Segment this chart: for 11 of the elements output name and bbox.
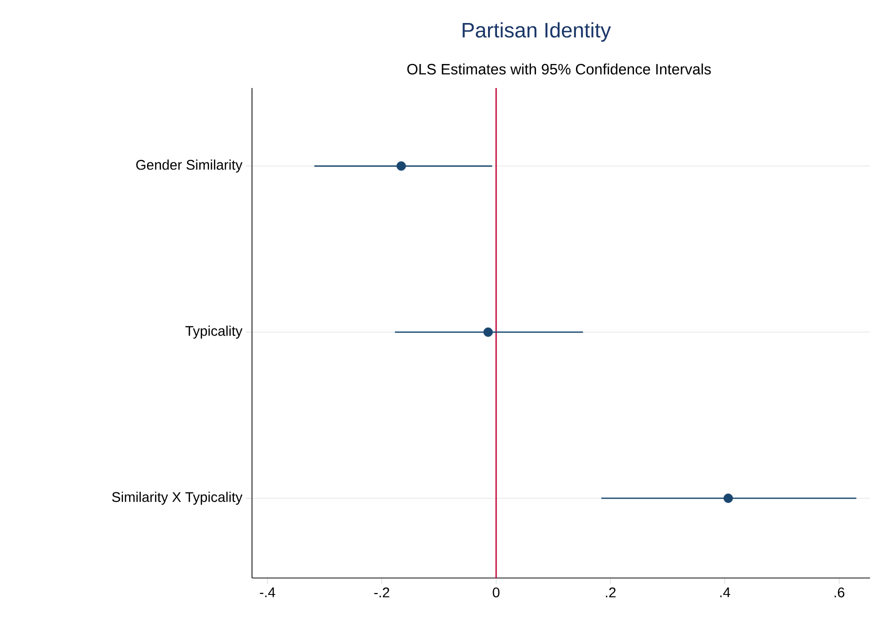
- x-tick-label: .6: [834, 588, 844, 598]
- x-tick-label: .4: [720, 588, 730, 598]
- x-tick-label: -.2: [374, 588, 390, 598]
- y-tick-label: Gender Similarity: [136, 160, 242, 173]
- y-tick-label: Similarity X Typicality: [112, 492, 242, 505]
- y-tick-label: Typicality: [185, 326, 242, 339]
- chart-subtitle: OLS Estimates with 95% Confidence Intervals: [407, 64, 711, 74]
- chart-title: Partisan Identity: [462, 22, 611, 42]
- x-tick-label: .2: [606, 588, 616, 598]
- x-tick-label: 0: [492, 588, 500, 598]
- x-tick-label: -.4: [260, 588, 276, 598]
